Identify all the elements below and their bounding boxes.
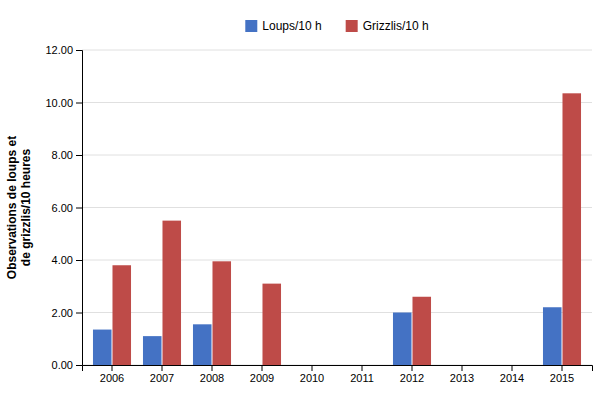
y-tick-mark (76, 50, 82, 51)
x-tick: 2011 (350, 365, 374, 384)
x-axis-line (83, 366, 593, 372)
legend-label: Grizzlis/10 h (363, 19, 429, 33)
y-tick-mark (76, 155, 82, 156)
y-tick: 0.00 (52, 359, 82, 371)
x-tick-label: 2015 (550, 372, 574, 384)
x-tick-mark (562, 365, 563, 371)
bar (362, 365, 381, 366)
bar (393, 313, 412, 366)
grid-line (82, 155, 592, 156)
x-tick: 2013 (450, 365, 474, 384)
y-tick-label: 0.00 (52, 359, 73, 371)
y-tick-label: 12.00 (45, 44, 73, 56)
bar (93, 330, 112, 365)
bar (262, 284, 281, 365)
y-tick-label: 2.00 (52, 307, 73, 319)
grid-line (82, 260, 592, 261)
y-axis-title: Observations de loups etde grizzlis/10 h… (5, 136, 33, 279)
legend: Loups/10 h Grizzlis/10 h (245, 19, 428, 33)
x-tick-label: 2013 (450, 372, 474, 384)
y-tick: 4.00 (52, 254, 82, 266)
bar (293, 365, 312, 366)
bar (412, 297, 431, 365)
bar (543, 307, 562, 365)
x-tick: 2012 (400, 365, 424, 384)
x-tick-mark (362, 365, 363, 371)
x-tick: 2008 (200, 365, 224, 384)
legend-item: Grizzlis/10 h (346, 19, 429, 33)
y-tick: 6.00 (52, 202, 82, 214)
x-tick: 2007 (150, 365, 174, 384)
x-tick-label: 2012 (400, 372, 424, 384)
legend-label: Loups/10 h (262, 19, 321, 33)
x-tick-label: 2007 (150, 372, 174, 384)
x-tick-label: 2014 (500, 372, 524, 384)
y-tick-mark (76, 208, 82, 209)
x-tick-mark (262, 365, 263, 371)
x-tick: 2014 (500, 365, 524, 384)
chart: 0.002.004.006.008.0010.0012.002006200720… (0, 0, 612, 405)
x-tick-label: 2006 (100, 372, 124, 384)
x-tick-mark (312, 365, 313, 371)
y-tick: 10.00 (45, 97, 82, 109)
x-tick-mark (212, 365, 213, 371)
x-tick-mark (112, 365, 113, 371)
y-axis-title-line: Observations de loups et (5, 136, 19, 279)
y-tick: 2.00 (52, 307, 82, 319)
x-tick-mark (512, 365, 513, 371)
bar-series (112, 93, 581, 365)
bar (512, 365, 531, 366)
x-tick: 2009 (250, 365, 274, 384)
y-tick-mark (76, 103, 82, 104)
x-tick: 2010 (300, 365, 324, 384)
bar (143, 336, 162, 365)
y-tick-mark (76, 365, 82, 366)
bar (243, 365, 262, 366)
y-tick-label: 4.00 (52, 254, 73, 266)
x-tick: 2015 (550, 365, 574, 384)
bar (493, 365, 512, 366)
y-tick: 8.00 (52, 149, 82, 161)
x-tick-label: 2010 (300, 372, 324, 384)
grid-line (82, 312, 592, 313)
legend-swatch (245, 20, 257, 32)
x-tick-label: 2011 (350, 372, 374, 384)
legend-swatch (346, 20, 358, 32)
x-tick-mark (162, 365, 163, 371)
bar (193, 324, 212, 365)
y-axis-title-line: de grizzlis/10 heures (19, 148, 33, 266)
y-tick-mark (76, 260, 82, 261)
x-tick-mark (462, 365, 463, 371)
bar (162, 221, 181, 365)
y-axis: 0.00 2.00 4.00 6.00 8.00 10.00 12.00 (45, 44, 82, 371)
bar (562, 93, 581, 365)
y-tick-mark (76, 313, 82, 314)
x-tick-label: 2008 (200, 372, 224, 384)
y-tick: 12.00 (45, 44, 82, 56)
y-tick-label: 10.00 (45, 97, 73, 109)
y-tick-label: 6.00 (52, 202, 73, 214)
y-tick-label: 8.00 (52, 149, 73, 161)
bar (212, 261, 231, 365)
grid (82, 50, 592, 365)
bar (462, 365, 481, 366)
grid-line (82, 207, 592, 208)
legend-item: Loups/10 h (245, 19, 321, 33)
x-tick-label: 2009 (250, 372, 274, 384)
y-axis-line (76, 51, 83, 366)
x-tick: 2006 (100, 365, 124, 384)
x-tick-mark (412, 365, 413, 371)
grid-line (82, 50, 592, 51)
bar (312, 365, 331, 366)
grid-line (82, 102, 592, 103)
bar (443, 365, 462, 366)
bar (112, 265, 131, 365)
bar (343, 365, 362, 366)
plot-area (93, 93, 581, 365)
x-axis: 2006 2007 2008 2009 2010 2011 2012 2013 2014 2015 (83, 365, 593, 384)
